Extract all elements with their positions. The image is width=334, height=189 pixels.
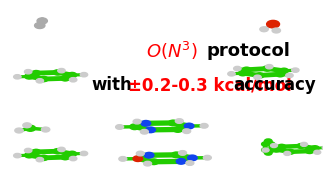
Circle shape	[61, 76, 70, 81]
Circle shape	[272, 28, 281, 33]
Circle shape	[187, 155, 197, 161]
Circle shape	[14, 153, 21, 158]
Circle shape	[39, 155, 48, 160]
Circle shape	[136, 151, 144, 156]
Circle shape	[322, 146, 329, 150]
Circle shape	[176, 159, 186, 164]
Circle shape	[144, 161, 152, 166]
Circle shape	[179, 151, 186, 155]
Circle shape	[297, 144, 305, 148]
Circle shape	[172, 152, 181, 158]
Circle shape	[238, 70, 247, 76]
Circle shape	[15, 128, 23, 133]
Circle shape	[311, 146, 319, 151]
Circle shape	[24, 148, 32, 153]
Circle shape	[262, 148, 269, 152]
Circle shape	[305, 149, 314, 153]
Circle shape	[242, 67, 251, 72]
Circle shape	[183, 129, 191, 133]
Circle shape	[36, 157, 43, 162]
Circle shape	[14, 75, 21, 79]
Circle shape	[25, 125, 35, 131]
Circle shape	[286, 149, 295, 154]
Circle shape	[314, 150, 321, 154]
Circle shape	[267, 148, 275, 152]
Circle shape	[265, 139, 272, 143]
Circle shape	[284, 151, 291, 155]
Circle shape	[292, 68, 299, 72]
Circle shape	[25, 74, 34, 79]
Circle shape	[276, 72, 285, 77]
Circle shape	[25, 153, 34, 158]
Circle shape	[53, 149, 62, 154]
Circle shape	[267, 142, 275, 146]
Circle shape	[23, 123, 31, 128]
Circle shape	[35, 22, 45, 29]
Circle shape	[69, 78, 77, 82]
Circle shape	[144, 152, 154, 158]
Circle shape	[116, 125, 124, 129]
Circle shape	[286, 73, 293, 78]
Circle shape	[24, 70, 32, 74]
Circle shape	[301, 142, 307, 146]
Text: ±0.2-0.3 kcal/mol: ±0.2-0.3 kcal/mol	[128, 76, 292, 94]
Circle shape	[280, 68, 289, 73]
Circle shape	[80, 73, 88, 77]
Circle shape	[37, 18, 47, 24]
Circle shape	[32, 149, 41, 155]
Text: with: with	[91, 76, 132, 94]
Circle shape	[267, 20, 280, 28]
Circle shape	[173, 127, 183, 132]
Circle shape	[58, 68, 65, 73]
Circle shape	[203, 155, 211, 160]
Circle shape	[254, 75, 261, 79]
Circle shape	[130, 124, 139, 130]
Circle shape	[228, 72, 235, 76]
Circle shape	[140, 129, 148, 134]
Circle shape	[278, 144, 286, 149]
Circle shape	[262, 148, 269, 152]
Circle shape	[262, 142, 269, 146]
Circle shape	[58, 147, 65, 152]
Circle shape	[67, 72, 76, 78]
Text: $\mathit{O(N}^3)$: $\mathit{O(N}^3)$	[146, 40, 198, 62]
Circle shape	[36, 79, 43, 83]
Circle shape	[61, 154, 70, 160]
Circle shape	[168, 120, 178, 126]
Text: protocol: protocol	[207, 42, 291, 60]
Circle shape	[272, 147, 281, 152]
Circle shape	[67, 151, 76, 156]
Circle shape	[186, 161, 194, 165]
Text: accuracy: accuracy	[233, 76, 316, 94]
Circle shape	[39, 76, 48, 82]
Circle shape	[260, 27, 268, 32]
Circle shape	[255, 73, 264, 78]
Circle shape	[133, 119, 141, 124]
Circle shape	[69, 156, 77, 161]
Circle shape	[141, 121, 151, 126]
Circle shape	[41, 127, 50, 132]
Circle shape	[133, 156, 143, 161]
Circle shape	[119, 156, 127, 161]
Circle shape	[149, 159, 159, 165]
Circle shape	[32, 70, 41, 76]
Circle shape	[200, 123, 208, 128]
Circle shape	[266, 64, 273, 69]
Circle shape	[53, 70, 62, 75]
Circle shape	[146, 127, 155, 133]
Circle shape	[271, 144, 278, 148]
Circle shape	[263, 66, 272, 71]
Circle shape	[80, 151, 88, 156]
Circle shape	[184, 123, 194, 129]
Circle shape	[175, 119, 183, 123]
Circle shape	[265, 151, 272, 155]
Circle shape	[234, 66, 241, 71]
